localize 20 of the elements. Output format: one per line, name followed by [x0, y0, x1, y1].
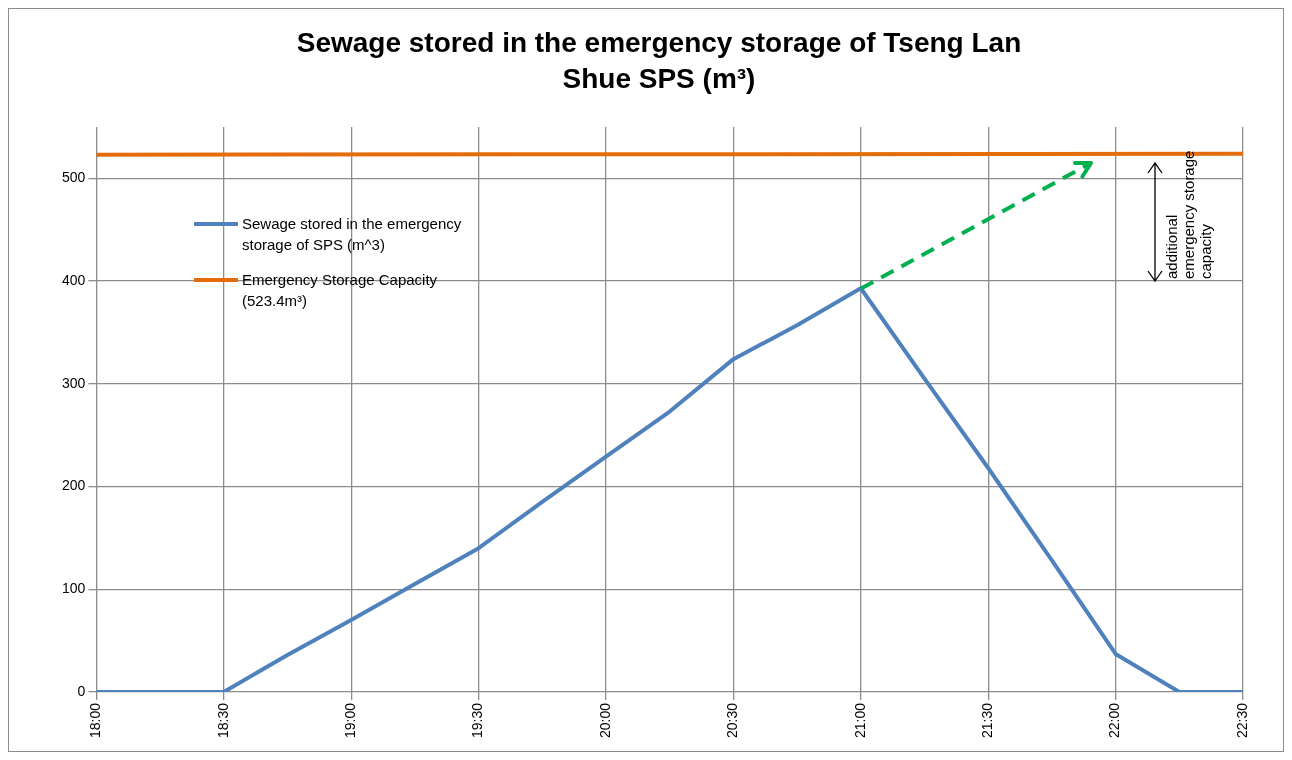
- y-tick-label: 100: [62, 580, 86, 597]
- x-tick-label: 19:30: [469, 702, 486, 739]
- y-tick-label: 300: [62, 374, 86, 391]
- legend-label: Sewage stored in the emergency storage of SPS (m^3): [242, 214, 463, 255]
- y-tick-label: 400: [62, 271, 86, 288]
- chart-title: Sewage stored in the emergency storage of Tseng Lan Shue SPS (m³): [295, 26, 1023, 96]
- x-tick-label: 22:00: [1106, 702, 1123, 739]
- y-tick-label: 0: [77, 682, 86, 699]
- legend-label: Emergency Storage Capacity (523.4m³): [242, 270, 439, 311]
- x-tick-label: 21:00: [851, 702, 868, 739]
- x-tick-label: 20:00: [596, 702, 613, 739]
- y-tick-label: 200: [62, 477, 86, 494]
- annotation: additional emergency storage capacity: [1162, 150, 1214, 279]
- x-tick-label: 20:30: [724, 702, 741, 739]
- x-tick-label: 22:30: [1233, 702, 1250, 739]
- y-tick-label: 500: [62, 169, 86, 186]
- x-tick-label: 18:00: [87, 702, 104, 739]
- x-tick-label: 18:30: [214, 702, 231, 739]
- x-tick-label: 21:30: [979, 702, 996, 739]
- x-tick-label: 19:00: [342, 702, 359, 739]
